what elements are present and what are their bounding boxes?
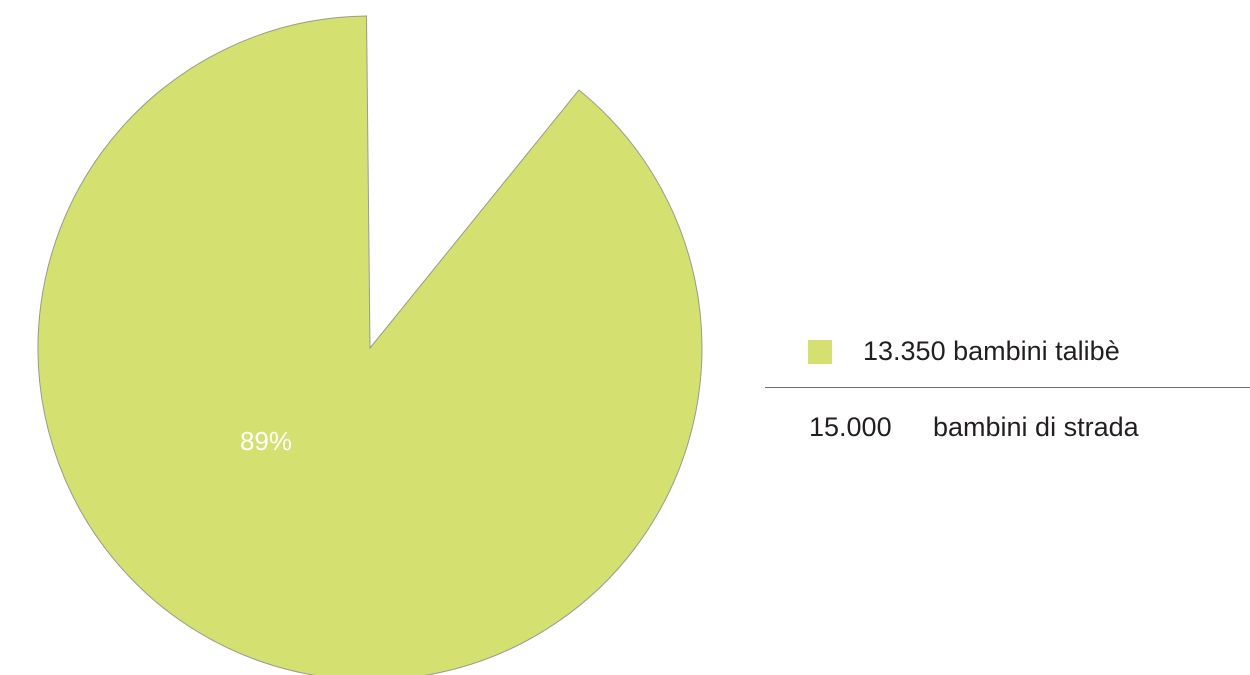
legend-total-count: 15.000 <box>809 412 892 442</box>
legend: 13.350 bambini talibè 15.000 bambini di … <box>765 330 1250 442</box>
legend-item-label: bambini talibè <box>953 336 1120 366</box>
legend-divider <box>765 387 1250 388</box>
legend-entry-text: 13.350 bambini talibè <box>863 334 1120 368</box>
slice-percentage-label: 89% <box>240 426 292 456</box>
legend-item-count: 13.350 <box>863 336 946 366</box>
pie-slices <box>37 15 703 675</box>
pie-chart: 89% <box>37 15 703 675</box>
legend-total-label: bambini di strada <box>933 412 1139 442</box>
legend-item-talibe: 13.350 bambini talibè <box>765 330 1250 374</box>
legend-total: 15.000 bambini di strada <box>765 410 1250 450</box>
legend-swatch <box>808 340 832 364</box>
pie-slice <box>37 15 703 675</box>
